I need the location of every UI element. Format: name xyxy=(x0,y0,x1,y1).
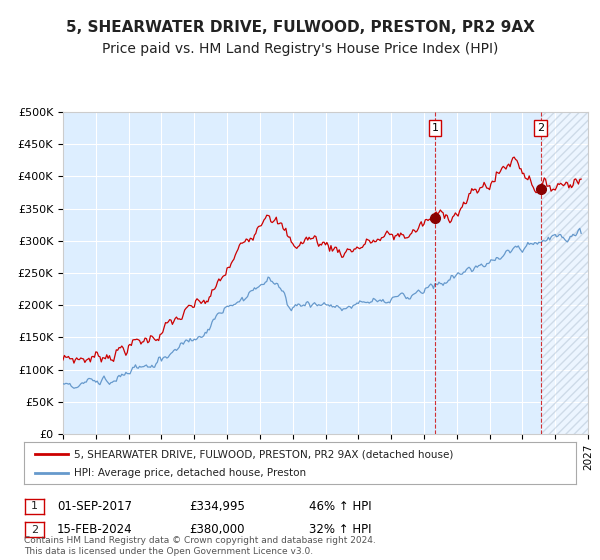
Text: 2: 2 xyxy=(31,525,38,535)
Text: HPI: Average price, detached house, Preston: HPI: Average price, detached house, Pres… xyxy=(74,468,306,478)
Text: 5, SHEARWATER DRIVE, FULWOOD, PRESTON, PR2 9AX (detached house): 5, SHEARWATER DRIVE, FULWOOD, PRESTON, P… xyxy=(74,449,453,459)
Text: Contains HM Land Registry data © Crown copyright and database right 2024.
This d: Contains HM Land Registry data © Crown c… xyxy=(24,536,376,556)
Text: 1: 1 xyxy=(31,501,38,511)
Text: 46% ↑ HPI: 46% ↑ HPI xyxy=(309,500,371,513)
Text: 1: 1 xyxy=(431,123,439,133)
Text: £380,000: £380,000 xyxy=(189,523,245,536)
Bar xyxy=(541,112,588,434)
Text: 32% ↑ HPI: 32% ↑ HPI xyxy=(309,523,371,536)
Text: 15-FEB-2024: 15-FEB-2024 xyxy=(57,523,133,536)
Text: £334,995: £334,995 xyxy=(189,500,245,513)
Text: 5, SHEARWATER DRIVE, FULWOOD, PRESTON, PR2 9AX: 5, SHEARWATER DRIVE, FULWOOD, PRESTON, P… xyxy=(65,20,535,35)
Text: Price paid vs. HM Land Registry's House Price Index (HPI): Price paid vs. HM Land Registry's House … xyxy=(102,42,498,56)
Text: 2: 2 xyxy=(537,123,544,133)
Text: 01-SEP-2017: 01-SEP-2017 xyxy=(57,500,132,513)
